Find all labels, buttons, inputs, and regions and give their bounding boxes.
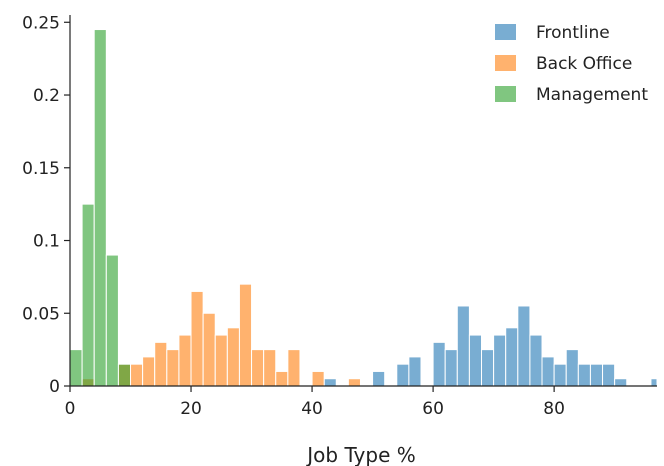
bar-back-office-28 (238, 283, 253, 387)
legend-swatch (495, 86, 516, 102)
bar-back-office-46 (347, 378, 361, 387)
x-tick-label: 60 (422, 399, 444, 419)
series-back-office (81, 283, 361, 387)
y-tick-label: 0.25 (22, 13, 60, 33)
series-management (69, 29, 132, 387)
series-frontline (323, 305, 658, 387)
bar-back-office-34 (275, 370, 289, 387)
bar-frontline-80 (553, 363, 567, 387)
bar-frontline-68 (481, 349, 495, 387)
bar-frontline-90 (614, 378, 628, 387)
bar-frontline-72 (505, 327, 519, 387)
bar-management-0 (69, 349, 83, 387)
legend-swatch (495, 24, 516, 40)
bar-frontline-62 (444, 349, 458, 387)
bar-back-office-40 (311, 370, 325, 387)
bar-frontline-78 (541, 356, 555, 387)
bar-frontline-64 (456, 305, 470, 387)
x-tick-label: 40 (301, 399, 323, 419)
bar-frontline-60 (432, 341, 446, 387)
bar-back-office-10 (130, 363, 144, 387)
x-axis-title: Job Type % (305, 443, 416, 466)
bar-management-8 (117, 363, 132, 387)
legend-swatch (495, 55, 516, 71)
bar-frontline-56 (408, 356, 422, 387)
legend[interactable]: Frontline Back Office Management (495, 23, 648, 105)
x-tick-label: 0 (65, 399, 76, 419)
bar-frontline-88 (602, 363, 616, 387)
y-axis-ticks: 0 0.05 0.1 0.15 0.2 0.25 (22, 13, 70, 397)
y-tick-label: 0.1 (33, 232, 60, 252)
bar-back-office-36 (287, 349, 301, 387)
bar-back-office-18 (178, 334, 192, 387)
histogram-bars (69, 29, 658, 387)
x-axis-ticks: 0 20 40 60 80 (65, 386, 565, 419)
bar-frontline-84 (577, 363, 591, 387)
legend-item-back-office[interactable]: Back Office (495, 54, 632, 74)
y-tick-label: 0.15 (22, 159, 60, 179)
bar-back-office-22 (202, 312, 216, 387)
legend-label: Management (536, 85, 648, 105)
legend-item-management[interactable]: Management (495, 85, 648, 105)
bar-back-office-16 (166, 349, 180, 387)
bar-frontline-96 (650, 378, 658, 387)
bar-frontline-74 (517, 305, 531, 387)
bar-frontline-82 (565, 349, 579, 387)
legend-item-frontline[interactable]: Frontline (495, 23, 610, 43)
bar-back-office-32 (263, 349, 277, 387)
legend-label: Back Office (536, 54, 632, 74)
bar-back-office-24 (214, 334, 228, 387)
bar-back-office-12 (142, 356, 156, 387)
legend-label: Frontline (536, 23, 610, 43)
bar-back-office-26 (226, 327, 240, 387)
axes (69, 15, 657, 387)
bar-back-office-14 (154, 341, 168, 387)
y-tick-label: 0.05 (22, 304, 60, 324)
bar-back-office-30 (251, 349, 265, 387)
bar-management-4 (93, 29, 107, 387)
bar-back-office-20 (190, 290, 204, 387)
bar-frontline-50 (372, 370, 386, 387)
bar-frontline-70 (493, 334, 507, 387)
bar-management-6 (105, 254, 119, 387)
bar-frontline-66 (468, 334, 483, 387)
bar-frontline-54 (396, 363, 410, 387)
bar-management-2 (81, 203, 95, 387)
bar-frontline-76 (529, 334, 543, 387)
y-tick-label: 0 (49, 377, 60, 397)
bar-frontline-42 (323, 378, 337, 387)
bar-frontline-86 (589, 363, 604, 387)
y-tick-label: 0.2 (33, 86, 60, 106)
x-tick-label: 80 (543, 399, 565, 419)
x-tick-label: 20 (180, 399, 202, 419)
